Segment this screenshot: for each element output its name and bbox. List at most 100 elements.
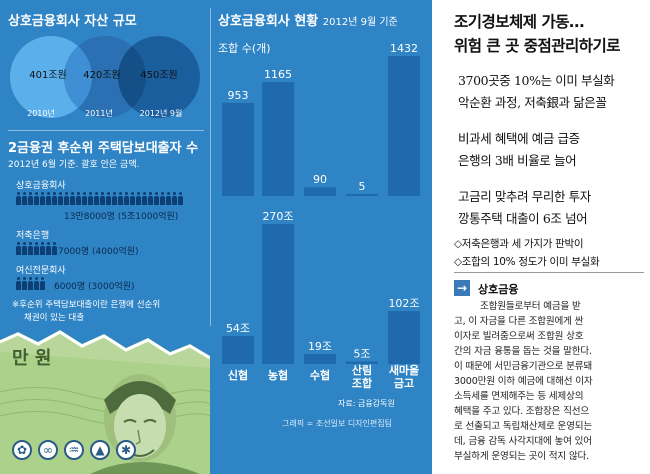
person-icon: [142, 192, 147, 205]
person-icon: [34, 192, 39, 205]
category-label-0: 신협: [228, 368, 248, 382]
bar-1-3: [346, 361, 378, 364]
person-icon: [148, 192, 153, 205]
person-icon: [52, 242, 57, 255]
bar-label-1-2: 19조: [308, 340, 332, 353]
bank-logo-icon-4: ▲: [90, 440, 110, 460]
bullet-2: ◇조합의 10% 정도가 이미 부실화: [454, 256, 600, 268]
person-icon: [34, 242, 39, 255]
person-icon: [76, 192, 81, 205]
bar-0-4: [388, 56, 420, 196]
loan-value-credit: 6000명 (3000억원): [54, 282, 135, 292]
body-line-7: 소득세를 면제해주는 등 세제상의: [454, 391, 584, 402]
person-icon: [100, 192, 105, 205]
subhead-5: 고금리 맞추려 무리한 투자: [458, 189, 591, 204]
bar-label-1-0: 54조: [226, 322, 250, 335]
bar-label-1-1: 270조: [262, 210, 293, 223]
asset-value-2010: 401조원: [29, 70, 67, 81]
bar-1-4: [388, 311, 420, 364]
person-icon: [22, 192, 27, 205]
person-icon: [22, 242, 27, 255]
person-icon: [34, 277, 39, 290]
arrow-right-icon: →: [454, 280, 470, 296]
person-icon: [22, 277, 27, 290]
person-icon: [16, 277, 21, 290]
bar-0-2: [304, 187, 336, 196]
people-row-mutual: [16, 192, 183, 206]
category-label-2: 수협: [310, 368, 330, 382]
person-icon: [58, 192, 63, 205]
loan-label-mutual: 상호금융회사: [16, 181, 66, 191]
category-label-3: 산림: [352, 363, 372, 377]
subhead-6: 깡통주택 대출이 6조 넘어: [458, 211, 588, 226]
loan-label-savings: 저축은행: [16, 231, 50, 241]
asset-year-2011: 2011년: [85, 109, 113, 118]
person-icon: [130, 192, 135, 205]
chart-credit: 그래픽 = 조선일보 디자인편집팀: [282, 419, 393, 428]
assets-title: 상호금융회사 자산 규모: [8, 14, 137, 29]
members-chart-title: 조합 수(개): [218, 42, 271, 55]
bank-logo-icon-2: ∞: [38, 440, 58, 460]
bar-0-1: [262, 82, 294, 196]
person-icon: [64, 192, 69, 205]
person-icon: [106, 192, 111, 205]
asset-year-2010: 2010년: [27, 109, 55, 118]
category-label-3: 조합: [352, 376, 372, 390]
banknote-text: 만 원: [12, 348, 52, 369]
asset-value-2011: 420조원: [83, 70, 121, 81]
loan-value-mutual: 13만8000명 (5조1000억원): [64, 212, 179, 222]
chart-source: 자료: 금융감독원: [338, 399, 395, 408]
person-icon: [118, 192, 123, 205]
body-line-5: 이 때문에 서민금융기관으로 분류돼: [454, 361, 592, 372]
bar-label-0-3: 5: [359, 180, 366, 193]
person-icon: [40, 277, 45, 290]
person-icon: [16, 242, 21, 255]
person-icon: [16, 192, 21, 205]
person-icon: [88, 192, 93, 205]
people-row-savings: [16, 242, 57, 256]
bar-label-0-1: 1165: [264, 68, 292, 81]
bank-logo-icon-1: ✿: [12, 440, 32, 460]
person-icon: [154, 192, 159, 205]
category-label-4: 금고: [394, 377, 414, 390]
people-row-credit: [16, 277, 45, 291]
bar-0-0: [222, 102, 254, 196]
person-icon: [28, 242, 33, 255]
body-line-6: 3000만원 이하 예금에 대해선 이자: [454, 376, 593, 387]
person-icon: [160, 192, 165, 205]
person-icon: [40, 242, 45, 255]
loans-note-1: ※후순위 주택담보대출이란 은행에 선순위: [12, 300, 161, 310]
person-icon: [52, 192, 57, 205]
body-line-3: 이자로 빌려줌으로써 조합원 상호: [454, 331, 584, 342]
person-icon: [166, 192, 171, 205]
body-line-10: 데, 금융 감독 사각지대에 놓여 있어: [454, 436, 592, 447]
subhead-4: 은행의 3배 비율로 늘어: [458, 153, 577, 168]
loans-title: 2금융권 후순위 주택담보대출자 수: [8, 141, 199, 156]
category-label-4: 새마을: [389, 363, 419, 377]
body-line-9: 로 선출되고 독립채산제로 운영되는: [454, 421, 592, 432]
loans-note-2: 채권이 있는 대출: [24, 313, 85, 323]
person-icon: [172, 192, 177, 205]
chart-title-sub: 2012년 9월 기준: [322, 17, 398, 28]
person-icon: [82, 192, 87, 205]
bar-1-2: [304, 354, 336, 364]
section-divider: [8, 130, 204, 131]
infographic-panel: 상호금융회사 자산 규모 401조원 420조원 450조원 2010년 201…: [0, 0, 432, 474]
person-icon: [28, 192, 33, 205]
article-column: 조기경보체제 가동… 위험 큰 곳 중점관리하기로 3700곳중 10%는 이미…: [440, 0, 650, 474]
glossary-term: 상호금융: [478, 283, 519, 296]
subhead-1: 3700곳중 10%는 이미 부실화: [458, 73, 615, 88]
asset-year-2012: 2012년 9월: [139, 109, 183, 118]
bar-1-1: [262, 224, 294, 364]
person-icon: [94, 192, 99, 205]
headline-line-1: 조기경보체제 가동…: [454, 13, 584, 31]
person-icon: [46, 192, 51, 205]
person-icon: [46, 242, 51, 255]
loans-subtitle: 2012년 6월 기준. 괄호 안은 금액.: [8, 160, 140, 170]
body-line-8: 혜택을 주고 있다. 조합장은 직선으: [454, 406, 590, 417]
bar-0-3: [346, 194, 378, 196]
body-line-11: 부실하게 운영되는 곳이 적지 않다.: [454, 451, 590, 462]
person-icon: [136, 192, 141, 205]
body-line-2: 고, 이 자금을 다른 조합원에게 싼: [454, 316, 584, 327]
